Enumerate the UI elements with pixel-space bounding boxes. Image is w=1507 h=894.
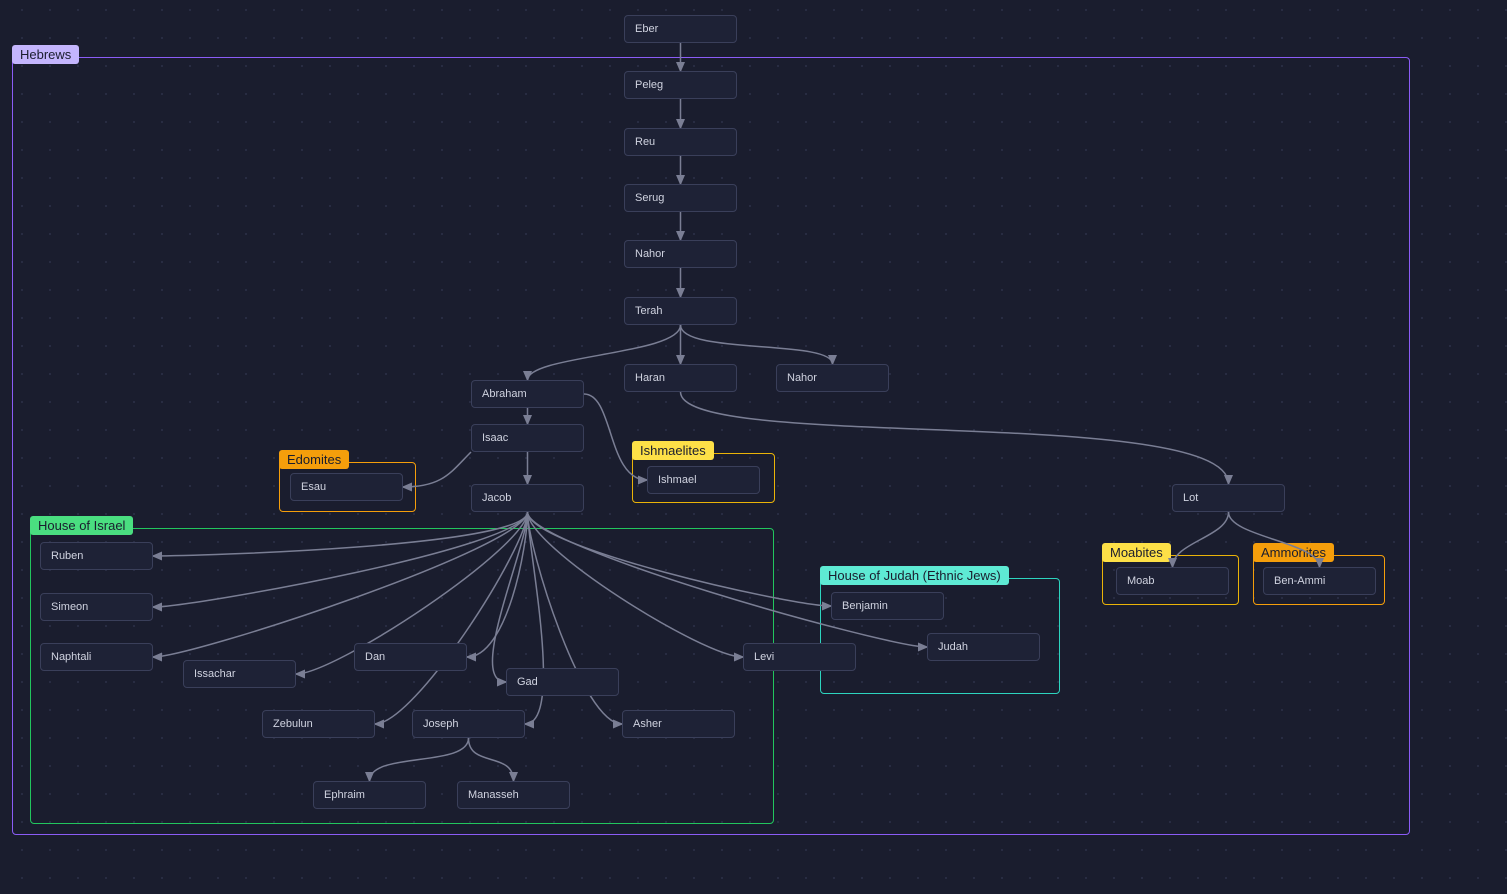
container-label-hebrews: Hebrews	[12, 45, 79, 64]
container-label-edomites: Edomites	[279, 450, 349, 469]
node-nahor2[interactable]: Nahor	[776, 364, 889, 392]
node-levi[interactable]: Levi	[743, 643, 856, 671]
node-dan[interactable]: Dan	[354, 643, 467, 671]
node-peleg[interactable]: Peleg	[624, 71, 737, 99]
node-terah[interactable]: Terah	[624, 297, 737, 325]
container-label-ammonites: Ammonites	[1253, 543, 1334, 562]
node-asher[interactable]: Asher	[622, 710, 735, 738]
node-esau[interactable]: Esau	[290, 473, 403, 501]
node-lot[interactable]: Lot	[1172, 484, 1285, 512]
node-jacob[interactable]: Jacob	[471, 484, 584, 512]
container-label-house-israel: House of Israel	[30, 516, 133, 535]
node-joseph[interactable]: Joseph	[412, 710, 525, 738]
node-eber[interactable]: Eber	[624, 15, 737, 43]
node-moab[interactable]: Moab	[1116, 567, 1229, 595]
node-zebulun[interactable]: Zebulun	[262, 710, 375, 738]
node-ephraim[interactable]: Ephraim	[313, 781, 426, 809]
node-benammi[interactable]: Ben-Ammi	[1263, 567, 1376, 595]
node-ruben[interactable]: Ruben	[40, 542, 153, 570]
node-benjamin[interactable]: Benjamin	[831, 592, 944, 620]
node-simeon[interactable]: Simeon	[40, 593, 153, 621]
node-haran[interactable]: Haran	[624, 364, 737, 392]
container-label-house-judah: House of Judah (Ethnic Jews)	[820, 566, 1009, 585]
node-serug[interactable]: Serug	[624, 184, 737, 212]
container-house-israel: House of Israel	[30, 528, 774, 824]
node-naphtali[interactable]: Naphtali	[40, 643, 153, 671]
container-label-moabites: Moabites	[1102, 543, 1171, 562]
node-judah[interactable]: Judah	[927, 633, 1040, 661]
node-reu[interactable]: Reu	[624, 128, 737, 156]
node-manasseh[interactable]: Manasseh	[457, 781, 570, 809]
node-gad[interactable]: Gad	[506, 668, 619, 696]
node-ishmael[interactable]: Ishmael	[647, 466, 760, 494]
node-issachar[interactable]: Issachar	[183, 660, 296, 688]
node-abraham[interactable]: Abraham	[471, 380, 584, 408]
node-isaac[interactable]: Isaac	[471, 424, 584, 452]
container-label-ishmaelites: Ishmaelites	[632, 441, 714, 460]
node-nahor1[interactable]: Nahor	[624, 240, 737, 268]
